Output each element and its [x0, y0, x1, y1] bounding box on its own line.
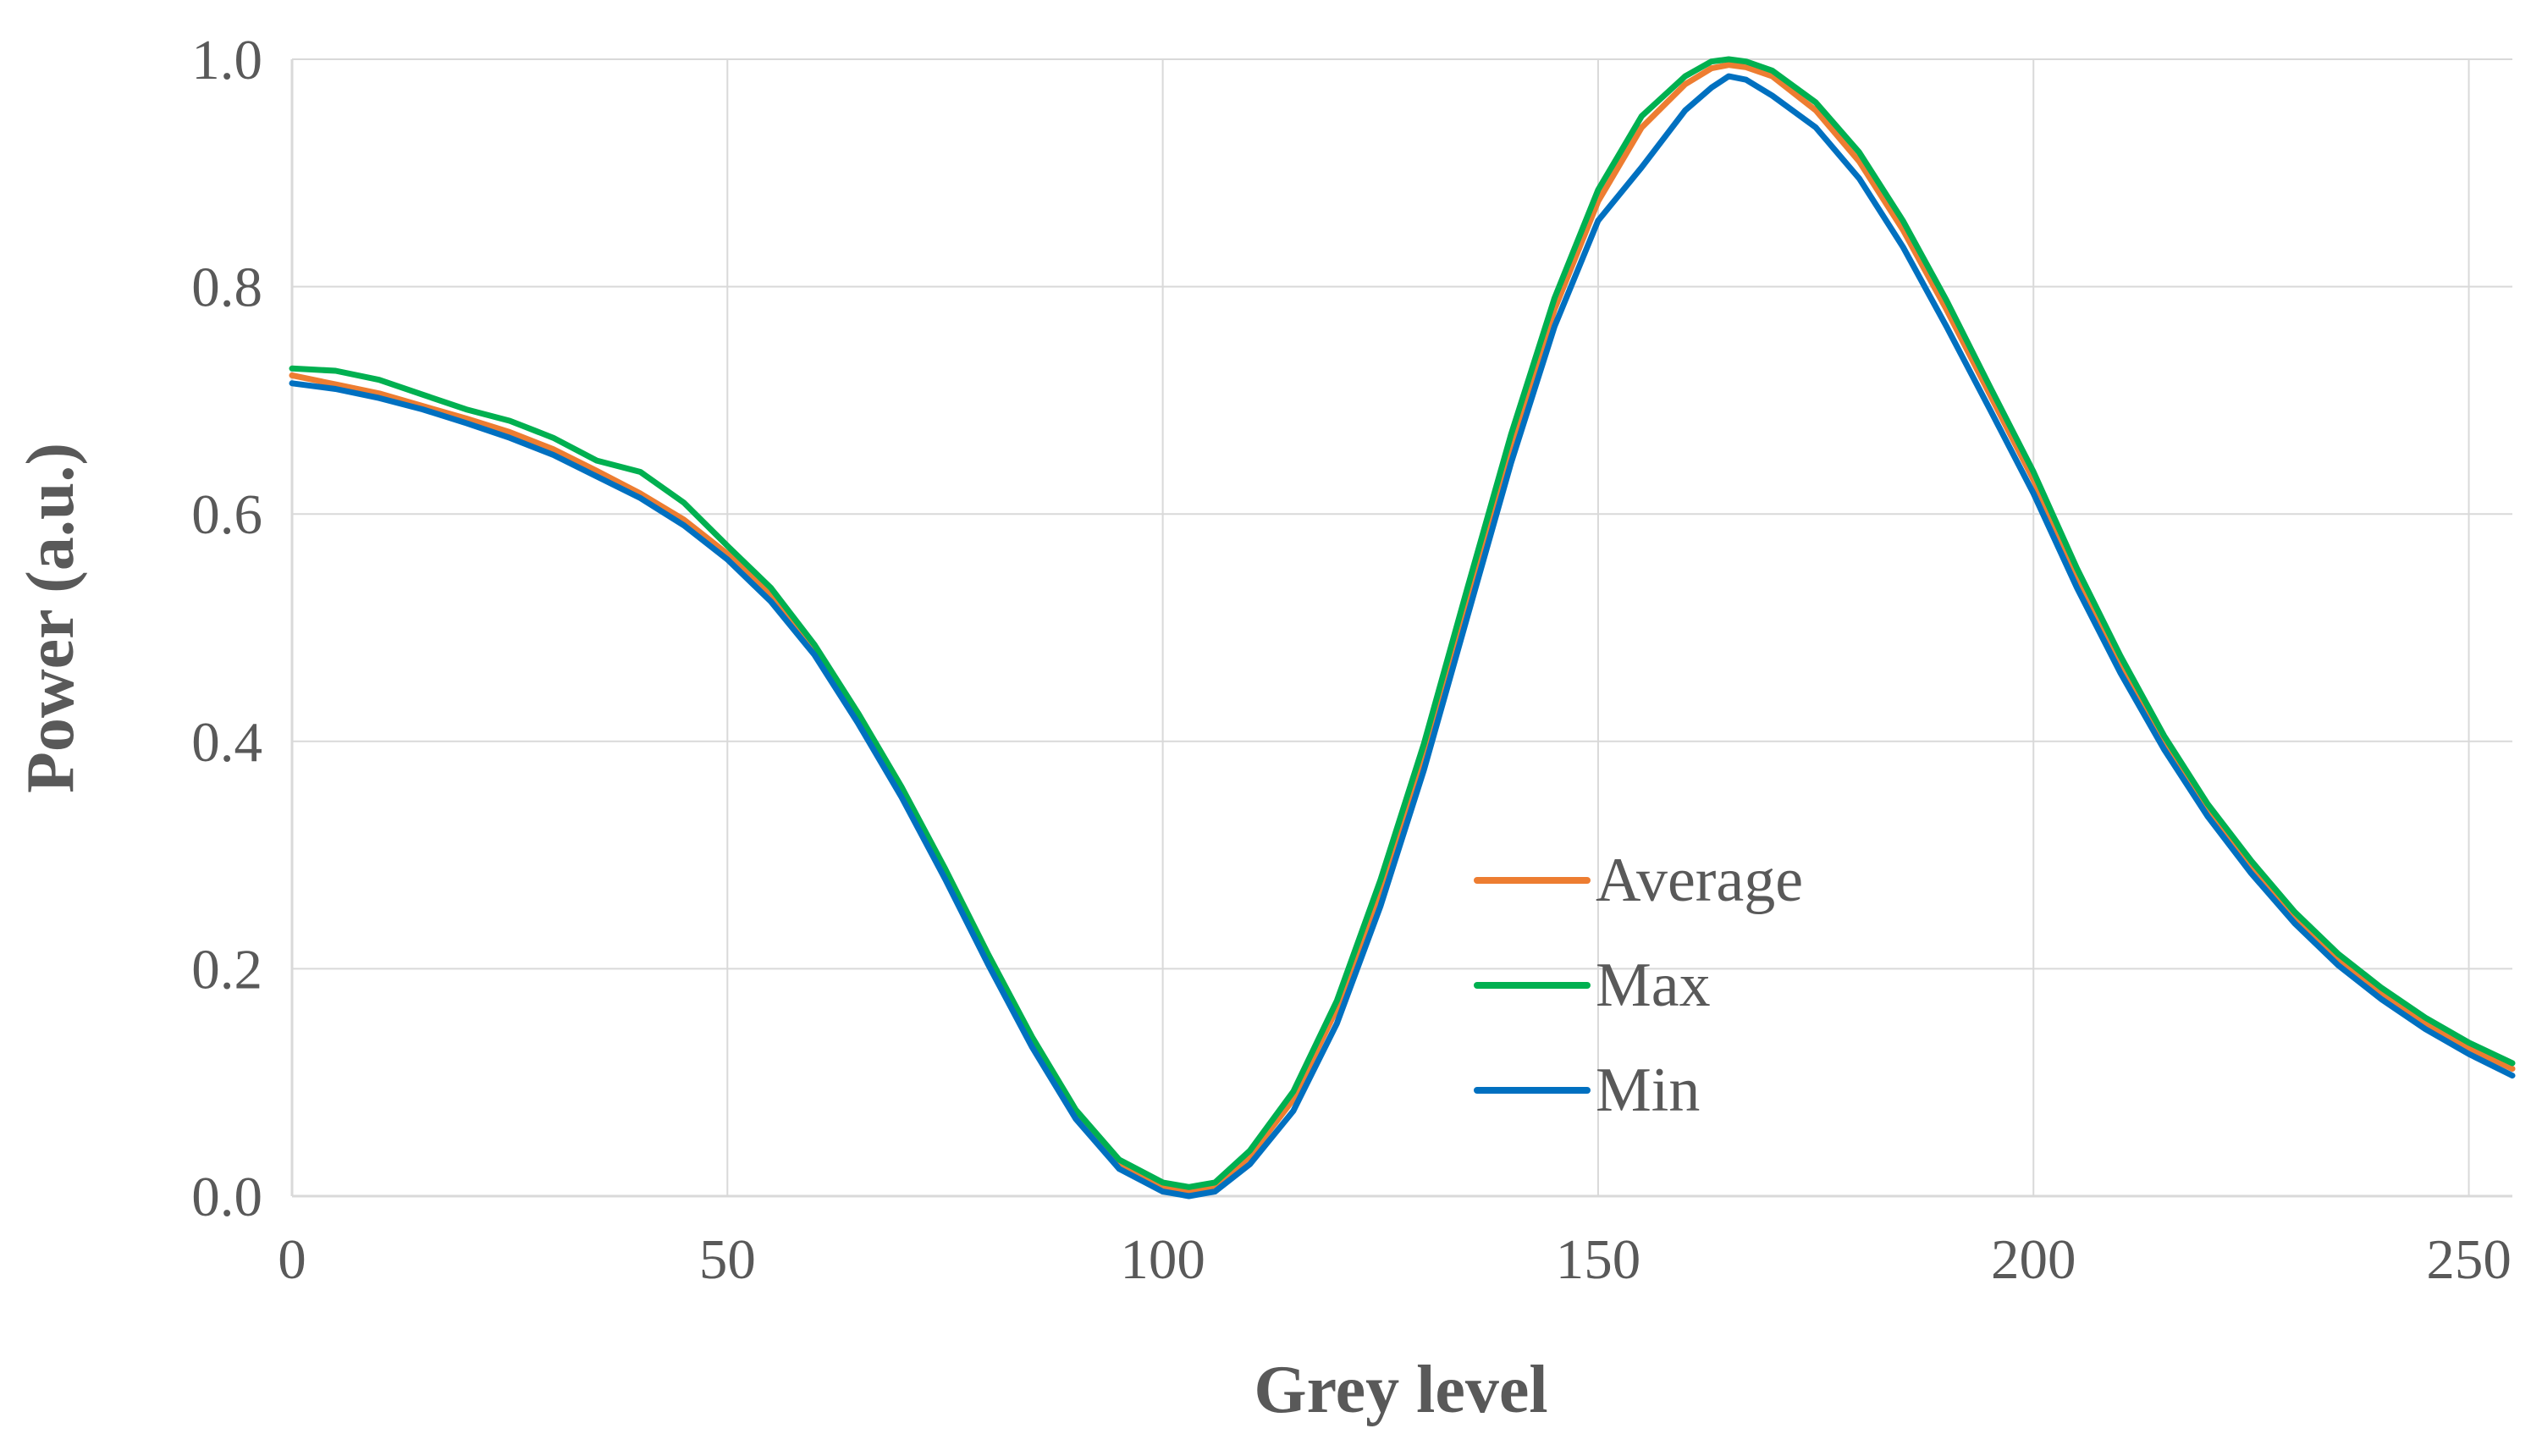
x-tick-label: 150: [1556, 1228, 1641, 1291]
series-line-min: [289, 73, 2516, 1200]
y-tick-label: 1.0: [191, 29, 262, 91]
x-tick-label: 0: [278, 1228, 306, 1291]
legend-item-max: Max: [1474, 951, 1711, 1020]
x-tick-label: 100: [1120, 1228, 1205, 1291]
series-line-max: [289, 56, 2516, 1190]
axes: [290, 59, 2512, 1198]
legend: Average Max Min: [1474, 846, 1803, 1125]
y-tick-label: 0.6: [191, 483, 262, 546]
y-tick-label: 0.8: [191, 256, 262, 319]
x-axis-title: Grey level: [1254, 1353, 1547, 1427]
y-tick-label: 0.2: [191, 938, 262, 1001]
y-axis-title: Power (a.u.): [14, 443, 88, 793]
y-tick-label: 0.0: [191, 1166, 262, 1228]
x-tick-label: 50: [699, 1228, 756, 1291]
legend-label: Min: [1596, 1056, 1700, 1125]
x-tick-label: 250: [2426, 1228, 2512, 1291]
y-tick-label: 0.4: [191, 711, 262, 774]
tick-labels: 0.0 0.2 0.4 0.6 0.8 1.0 0 50 100 150 200 250: [191, 29, 2512, 1291]
x-tick-label: 200: [1991, 1228, 2076, 1291]
gridlines: [292, 58, 2512, 1196]
legend-item-min: Min: [1474, 1056, 1700, 1125]
series-lines: [289, 56, 2516, 1200]
legend-label: Max: [1596, 951, 1711, 1020]
series-line-average: [289, 62, 2516, 1195]
legend-label: Average: [1596, 846, 1803, 915]
legend-item-average: Average: [1474, 846, 1803, 915]
